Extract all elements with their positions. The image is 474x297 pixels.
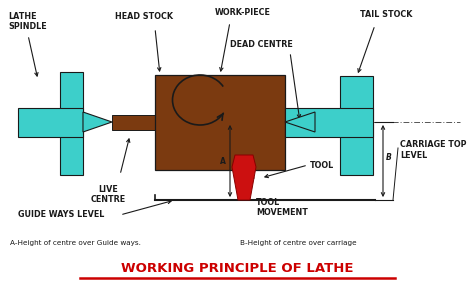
- Text: A-Height of centre over Guide ways.: A-Height of centre over Guide ways.: [10, 240, 141, 246]
- Text: TOOL: TOOL: [310, 160, 334, 170]
- Text: TOOL
MOVEMENT: TOOL MOVEMENT: [256, 198, 308, 217]
- Text: HEAD STOCK: HEAD STOCK: [115, 12, 173, 21]
- Polygon shape: [285, 112, 315, 132]
- Text: TAIL STOCK: TAIL STOCK: [360, 10, 412, 19]
- Text: A: A: [220, 157, 226, 165]
- Text: CARRIAGE TOP
LEVEL: CARRIAGE TOP LEVEL: [400, 140, 466, 160]
- Bar: [155, 75, 285, 170]
- Text: B-Height of centre over carriage: B-Height of centre over carriage: [240, 240, 356, 246]
- Polygon shape: [83, 112, 112, 132]
- Text: WORK-PIECE: WORK-PIECE: [215, 8, 271, 17]
- Text: LIVE
CENTRE: LIVE CENTRE: [91, 185, 126, 204]
- Text: WORKING PRINCIPLE OF LATHE: WORKING PRINCIPLE OF LATHE: [121, 261, 353, 274]
- Bar: [285, 108, 373, 137]
- Polygon shape: [232, 155, 256, 200]
- Bar: [340, 76, 373, 175]
- Text: GUIDE WAYS LEVEL: GUIDE WAYS LEVEL: [18, 210, 104, 219]
- Text: DEAD CENTRE: DEAD CENTRE: [230, 40, 293, 49]
- Text: B: B: [386, 154, 392, 162]
- Bar: [60, 72, 83, 175]
- Bar: [18, 108, 83, 137]
- Bar: [112, 115, 310, 130]
- Text: LATHE
SPINDLE: LATHE SPINDLE: [8, 12, 46, 31]
